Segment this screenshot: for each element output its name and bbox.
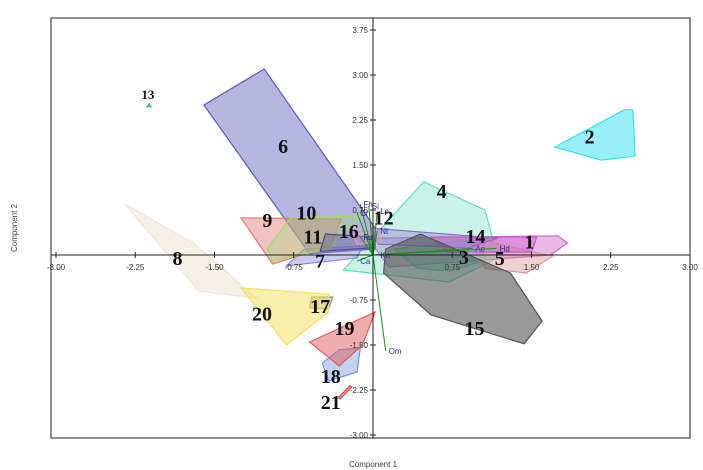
group-label-21: 21 (321, 392, 341, 414)
y-tick-label: 3.00 (352, 71, 368, 80)
group-label-13: 13 (141, 87, 155, 102)
y-axis-title: Component 2 (10, 203, 19, 252)
loading-label-lc: Lc (380, 207, 388, 216)
loading-label-rd: Rd (363, 233, 373, 242)
x-axis-title: Component 1 (349, 460, 398, 469)
group-label-10: 10 (296, 203, 316, 225)
y-tick-label: -0.75 (350, 296, 369, 305)
x-tick-label: -3.00 (47, 263, 66, 272)
group-2-hull (553, 109, 636, 161)
loading-label-fh: Fh (363, 200, 372, 209)
group-label-14: 14 (465, 226, 485, 248)
x-tick-label: -1.50 (205, 263, 224, 272)
group-label-2: 2 (585, 126, 595, 148)
loading-label-hd: Hd (500, 244, 510, 253)
group-label-17: 17 (310, 296, 330, 318)
group-7-hull (284, 245, 364, 267)
x-tick-label: 3.00 (682, 263, 698, 272)
loading-vector-fh (359, 203, 374, 256)
group-label-6: 6 (278, 136, 288, 158)
group-label-5: 5 (495, 248, 505, 270)
group-label-1: 1 (524, 231, 534, 253)
y-tick-label: 1.50 (352, 161, 368, 170)
x-tick-label: -2.25 (126, 263, 145, 272)
group-label-4: 4 (437, 181, 447, 203)
y-tick-label: 0.75 (352, 206, 368, 215)
y-tick-label: 3.75 (352, 26, 368, 35)
loading-vector-lc (372, 211, 378, 256)
group-label-18: 18 (321, 366, 341, 388)
loading-vector-nt (372, 230, 378, 256)
loading-label-nt: Nt (380, 227, 389, 236)
y-tick-label: -3.00 (350, 431, 369, 440)
group-label-15: 15 (464, 318, 484, 340)
group-label-20: 20 (252, 303, 272, 325)
loading-vector-si (368, 205, 374, 256)
x-tick-label: 0.75 (444, 263, 460, 272)
x-tick-label: 1.50 (524, 263, 540, 272)
group-label-9: 9 (262, 210, 272, 232)
loading-vector-rd (359, 236, 374, 256)
group-label-16: 16 (339, 221, 359, 243)
group-15-hull (382, 233, 543, 345)
group-label-11: 11 (303, 227, 322, 249)
y-tick-label: 2.25 (352, 116, 368, 125)
x-tick-label: 2.25 (603, 263, 619, 272)
group-13-hull (145, 102, 153, 108)
group-21-hull (337, 385, 353, 400)
loading-label-ca: Ca (360, 257, 371, 266)
group-label-3: 3 (459, 247, 469, 269)
group-10-hull (266, 215, 362, 262)
x-tick-label: -0.75 (285, 263, 304, 272)
y-tick-label: -1.50 (350, 341, 369, 350)
group-20-hull (239, 287, 330, 346)
loading-vector-cr (356, 212, 374, 256)
group-9-hull (239, 217, 343, 265)
loading-label-si: Si (372, 202, 379, 211)
group-label-19: 19 (334, 318, 354, 340)
loading-vector-hd (372, 247, 497, 256)
loading-label-cr: Cr (360, 209, 369, 218)
group-label-7: 7 (315, 251, 325, 273)
loading-vector-om (372, 254, 387, 352)
loading-label-om: Om (389, 347, 402, 356)
group-label-8: 8 (173, 248, 183, 270)
loading-vector-ca (356, 254, 374, 262)
y-tick-label: -2.25 (350, 386, 369, 395)
group-label-12: 12 (374, 207, 394, 229)
group-19-hull (308, 310, 377, 367)
